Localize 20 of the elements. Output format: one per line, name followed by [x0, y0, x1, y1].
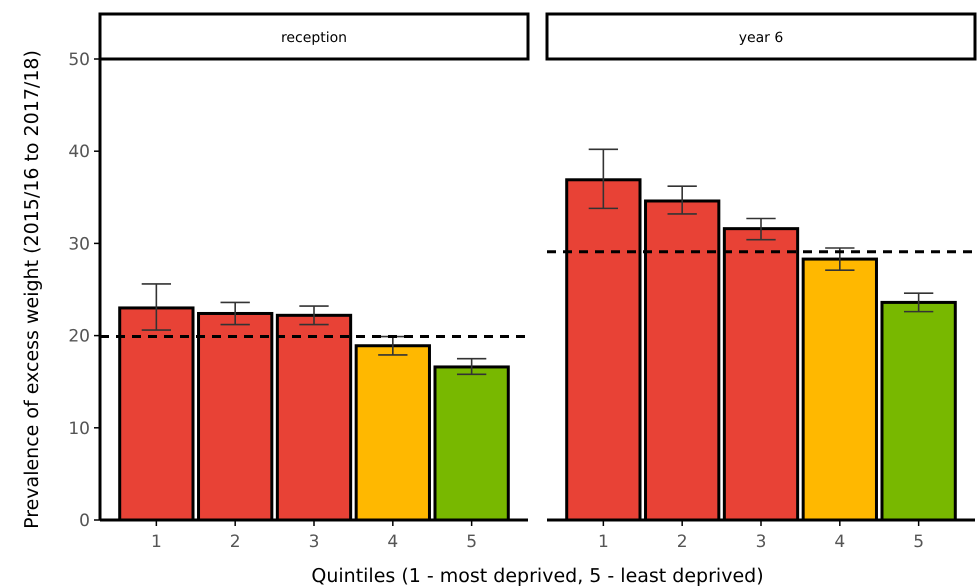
y-tick-label: 20 [68, 326, 90, 347]
x-tick-label: 3 [308, 532, 320, 552]
x-tick-label: 3 [756, 532, 766, 552]
y-tick-label: 50 [68, 50, 90, 70]
chart-title: year 6 [738, 30, 784, 46]
x-tick-label: 5 [466, 532, 478, 552]
x-tick-label: 5 [913, 532, 924, 552]
y-tick-label: 10 [68, 418, 90, 439]
y-axis-title: Prevalence of excess weight (2015/16 to 2017/18) [21, 50, 43, 529]
y-tick-label: 30 [68, 234, 90, 254]
x-tick-label: 2 [676, 532, 688, 552]
chart-title: reception [280, 30, 348, 46]
x-tick-label: 1 [598, 532, 609, 552]
x-tick-label: 4 [387, 532, 398, 552]
x-tick-label: 4 [834, 532, 846, 552]
y-tick-label: 40 [68, 142, 90, 162]
x-axis-title: Quintiles (1 - most deprived, 5 - least deprived) [311, 565, 764, 587]
y-tick-label: 0 [79, 511, 90, 531]
x-tick-label: 2 [230, 532, 241, 552]
x-tick-label: 1 [150, 532, 162, 552]
